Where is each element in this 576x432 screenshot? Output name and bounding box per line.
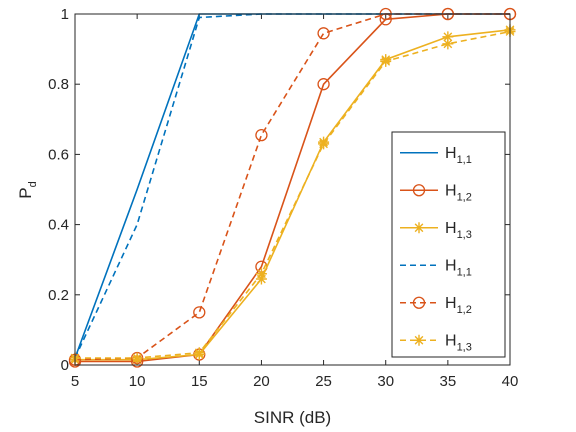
data-point bbox=[442, 38, 454, 50]
legend-box bbox=[391, 131, 506, 358]
x-tick-label: 20 bbox=[253, 373, 270, 390]
y-tick-label: 1 bbox=[61, 6, 69, 23]
data-point bbox=[317, 78, 330, 91]
legend-label-main: H bbox=[445, 145, 457, 162]
legend-label-sub: 1,3 bbox=[457, 229, 472, 241]
y-axis-label-group: Pd bbox=[16, 181, 39, 198]
plot-frame bbox=[74, 13, 511, 366]
data-point bbox=[412, 296, 426, 309]
x-tick-label: 35 bbox=[440, 373, 457, 390]
x-tick-label: 25 bbox=[315, 373, 332, 390]
series-line bbox=[75, 30, 511, 359]
data-point bbox=[193, 306, 206, 319]
data-point bbox=[255, 128, 268, 142]
legend-label-main: H bbox=[445, 332, 457, 349]
legend-label: H1,3 bbox=[445, 332, 472, 353]
svg-text:Pd: Pd bbox=[16, 181, 39, 198]
x-tick-label: 30 bbox=[377, 373, 394, 390]
data-point bbox=[412, 184, 426, 197]
legend-label-sub: 1,2 bbox=[457, 304, 472, 316]
x-tick-label: 40 bbox=[502, 373, 519, 390]
legend-label-sub: 1,3 bbox=[457, 341, 472, 353]
x-axis-label: SINR (dB) bbox=[254, 408, 331, 427]
data-point bbox=[413, 334, 425, 346]
data-point bbox=[442, 31, 454, 43]
legend-entry: H1,3 bbox=[400, 220, 472, 241]
legend-label-sub: 1,1 bbox=[457, 266, 472, 278]
legend-label: H1,2 bbox=[445, 295, 472, 316]
x-tick-label: 10 bbox=[129, 373, 146, 390]
legend-label-main: H bbox=[445, 220, 457, 237]
legend-label-main: H bbox=[445, 295, 457, 312]
ticks: 5 10 15 20 25 30 35 40 0 0.2 0.4 0.6 0.8 1 bbox=[48, 6, 518, 390]
series-line bbox=[75, 13, 510, 363]
data-point bbox=[317, 27, 330, 40]
legend-label-sub: 1,1 bbox=[457, 154, 472, 166]
legend-entry: H1,2 bbox=[400, 182, 472, 203]
legend-entry: H1,1 bbox=[400, 257, 472, 278]
data-point bbox=[413, 222, 425, 234]
y-axis-label: P bbox=[16, 187, 35, 198]
legend-label: H1,1 bbox=[445, 145, 472, 166]
y-tick-label: 0.2 bbox=[48, 287, 69, 304]
legend-label-main: H bbox=[445, 182, 457, 199]
data-point bbox=[131, 352, 143, 364]
legend-label-main: H bbox=[445, 257, 457, 274]
legend-label: H1,1 bbox=[445, 257, 472, 278]
legend-entry: H1,2 bbox=[400, 295, 472, 316]
legend-label: H1,2 bbox=[445, 182, 472, 203]
legend-label-sub: 1,2 bbox=[457, 191, 472, 203]
y-tick-label: 0.4 bbox=[48, 217, 69, 234]
y-axis-label-sub: d bbox=[27, 181, 39, 187]
data-point bbox=[193, 347, 205, 359]
legend: H1,1H1,2H1,3H1,1H1,2H1,3 bbox=[391, 131, 506, 358]
legend-entry: H1,1 bbox=[400, 145, 472, 166]
legend-label: H1,3 bbox=[445, 220, 472, 241]
x-tick-label: 5 bbox=[71, 373, 79, 390]
y-tick-label: 0.6 bbox=[48, 146, 69, 163]
legend-entry: H1,3 bbox=[400, 332, 472, 353]
y-tick-label: 0 bbox=[61, 357, 69, 374]
y-tick-label: 0.8 bbox=[48, 76, 69, 93]
data-point bbox=[380, 55, 392, 67]
data-point bbox=[255, 268, 267, 280]
data-point bbox=[318, 138, 330, 150]
x-tick-label: 15 bbox=[191, 373, 208, 390]
